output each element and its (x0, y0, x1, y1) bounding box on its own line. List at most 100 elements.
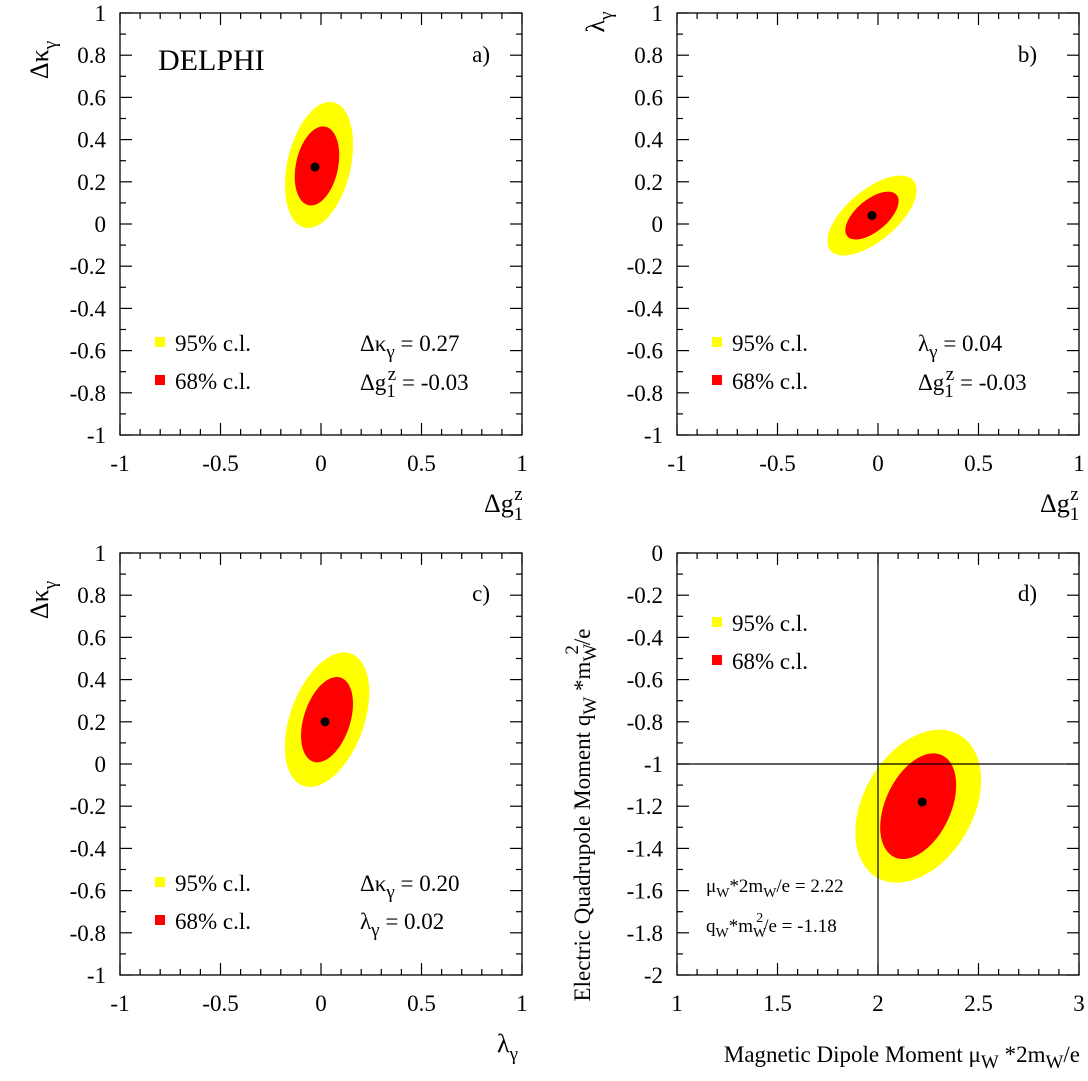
y-tick-label: -0.2 (627, 254, 663, 279)
y-tick-label: 0.6 (77, 85, 106, 110)
y-tick-label: -1.2 (627, 794, 663, 819)
best-fit-point (917, 797, 927, 807)
y-tick-label: 0.8 (77, 583, 106, 608)
y-tick-label: -0.4 (627, 296, 664, 321)
y-tick-label: 0.2 (77, 710, 106, 735)
x-tick-label: 1.5 (763, 991, 792, 1016)
y-tick-label: -2 (644, 963, 663, 988)
y-tick-label: -1.6 (627, 879, 663, 904)
legend-95-label: 95% c.l. (175, 331, 251, 356)
legend-95-label: 95% c.l. (175, 871, 251, 896)
contour-68cl (880, 753, 957, 860)
best-fit-point (320, 717, 330, 727)
panel-b-contours (827, 175, 917, 256)
y-tick-label: -1 (644, 752, 663, 777)
x-tick-label: -0.5 (202, 991, 238, 1016)
y-tick-label: 0.6 (634, 85, 663, 110)
legend-68-label: 68% c.l. (175, 909, 251, 934)
y-tick-label: -1.8 (627, 921, 663, 946)
panel-a: -1 -0.5 0 0.5 1 -1 -0.8 -0.6 -0.4 -0.2 0 0.2 0.4 0.6 0… (25, 1, 528, 525)
y-tick-label: -1 (87, 423, 106, 448)
y-tick-label: -0.8 (70, 381, 106, 406)
x-tick-label: -0.5 (759, 451, 795, 476)
legend-68-label: 68% c.l. (175, 369, 251, 394)
legend-68-swatch (712, 375, 722, 385)
legend-68-label: 68% c.l. (732, 649, 808, 674)
panel-a-xlabel: Δg1z (484, 484, 523, 525)
y-tick-label: -0.2 (627, 583, 663, 608)
legend-95-label: 95% c.l. (732, 331, 808, 356)
legend-95-label: 95% c.l. (732, 611, 808, 636)
x-tick-label: -1 (667, 451, 686, 476)
y-tick-label: -0.4 (70, 836, 107, 861)
y-tick-label: 0.2 (634, 170, 663, 195)
y-tick-label: 0.4 (634, 128, 663, 153)
legend-68-swatch (712, 655, 722, 665)
panel-d-annotation-mu: μW*2mW/e = 2.22 (706, 876, 844, 901)
y-tick-label: 0.8 (77, 43, 106, 68)
panel-b-annotation-lg: λγ = 0.04 (918, 331, 1003, 363)
y-tick-label: 1 (652, 1, 664, 26)
panel-c-xlabel: λγ (497, 1029, 518, 1065)
x-tick-label: 3 (1073, 991, 1085, 1016)
y-tick-label: 0.4 (77, 128, 106, 153)
panel-a-annotation-dkg: Δκγ = 0.27 (360, 331, 460, 363)
y-tick-label: 0.2 (77, 170, 106, 195)
y-tick-label: 0.6 (77, 625, 106, 650)
panel-a-tag: a) (472, 42, 490, 67)
panel-b-ylabel: λγ (581, 11, 617, 32)
experiment-label: DELPHI (158, 44, 265, 77)
y-tick-label: -1.4 (627, 836, 664, 861)
panel-d: 1 1.5 2 2.5 3 -2 -1.8 -1.6 -1.4 -1.2 -1 -0.8 -0.6 -0.… (562, 541, 1085, 1073)
legend-95-swatch (712, 337, 722, 347)
panel-a-ylabel: Δκγ (25, 41, 61, 79)
legend-95-swatch (155, 337, 165, 347)
y-tick-label: -1 (644, 423, 663, 448)
legend-68-label: 68% c.l. (732, 369, 808, 394)
y-tick-label: -0.8 (627, 381, 663, 406)
x-tick-label: 0 (872, 451, 884, 476)
panel-d-contours (855, 729, 982, 883)
x-tick-label: 0.5 (964, 451, 993, 476)
x-tick-label: -1 (110, 991, 129, 1016)
best-fit-point (310, 162, 320, 172)
panel-c-annotation-lg: λγ = 0.02 (360, 909, 444, 941)
y-tick-label: -0.4 (70, 296, 107, 321)
panel-d-ylabel: Electric Quadrupole Moment qW *mW2/e (562, 629, 601, 1002)
panel-b-ticks: -1 -0.5 0 0.5 1 -1 -0.8 -0.6 -0.4 -0.2 0 0.2 0.4 0.6 0… (627, 1, 1085, 476)
x-tick-label: -0.5 (202, 451, 238, 476)
y-tick-label: 0 (652, 541, 664, 566)
y-tick-label: -0.6 (627, 339, 663, 364)
panel-a-contours (284, 101, 354, 228)
x-tick-label: 2 (872, 991, 884, 1016)
panel-d-tag: d) (1018, 581, 1037, 606)
y-tick-label: -0.4 (627, 625, 664, 650)
panel-a-ticks: -1 -0.5 0 0.5 1 -1 -0.8 -0.6 -0.4 -0.2 0 0.2 0.4 0.6 0… (70, 1, 528, 476)
panel-a-annotation-dg1z: Δg1z = -0.03 (360, 364, 469, 402)
x-tick-label: 0.5 (407, 991, 436, 1016)
legend-95-swatch (712, 617, 722, 627)
y-tick-label: 0 (95, 752, 107, 777)
y-tick-label: -0.8 (627, 710, 663, 735)
panel-c-tag: c) (472, 581, 490, 606)
x-tick-label: 2.5 (964, 991, 993, 1016)
y-tick-label: -0.8 (70, 921, 106, 946)
y-tick-label: 1 (95, 541, 107, 566)
x-tick-label: 1 (1073, 451, 1085, 476)
panel-c-ylabel: Δκγ (25, 581, 61, 619)
x-tick-label: 1 (516, 451, 528, 476)
panel-d-reference-lines (677, 553, 1079, 975)
panel-b-tag: b) (1018, 42, 1037, 67)
x-tick-label: -1 (110, 451, 129, 476)
x-tick-label: 1 (671, 991, 683, 1016)
y-tick-label: -0.6 (70, 339, 106, 364)
y-tick-label: 1 (95, 1, 107, 26)
legend-95-swatch (155, 877, 165, 887)
y-tick-label: 0 (652, 212, 664, 237)
y-tick-label: -0.2 (70, 794, 106, 819)
y-tick-label: 0.4 (77, 668, 106, 693)
x-tick-label: 0.5 (407, 451, 436, 476)
panel-b: -1 -0.5 0 0.5 1 -1 -0.8 -0.6 -0.4 -0.2 0 0.2 0.4 0.6 0… (581, 1, 1085, 525)
y-tick-label: -1 (87, 963, 106, 988)
panel-c-annotation-dkg: Δκγ = 0.20 (360, 871, 460, 903)
